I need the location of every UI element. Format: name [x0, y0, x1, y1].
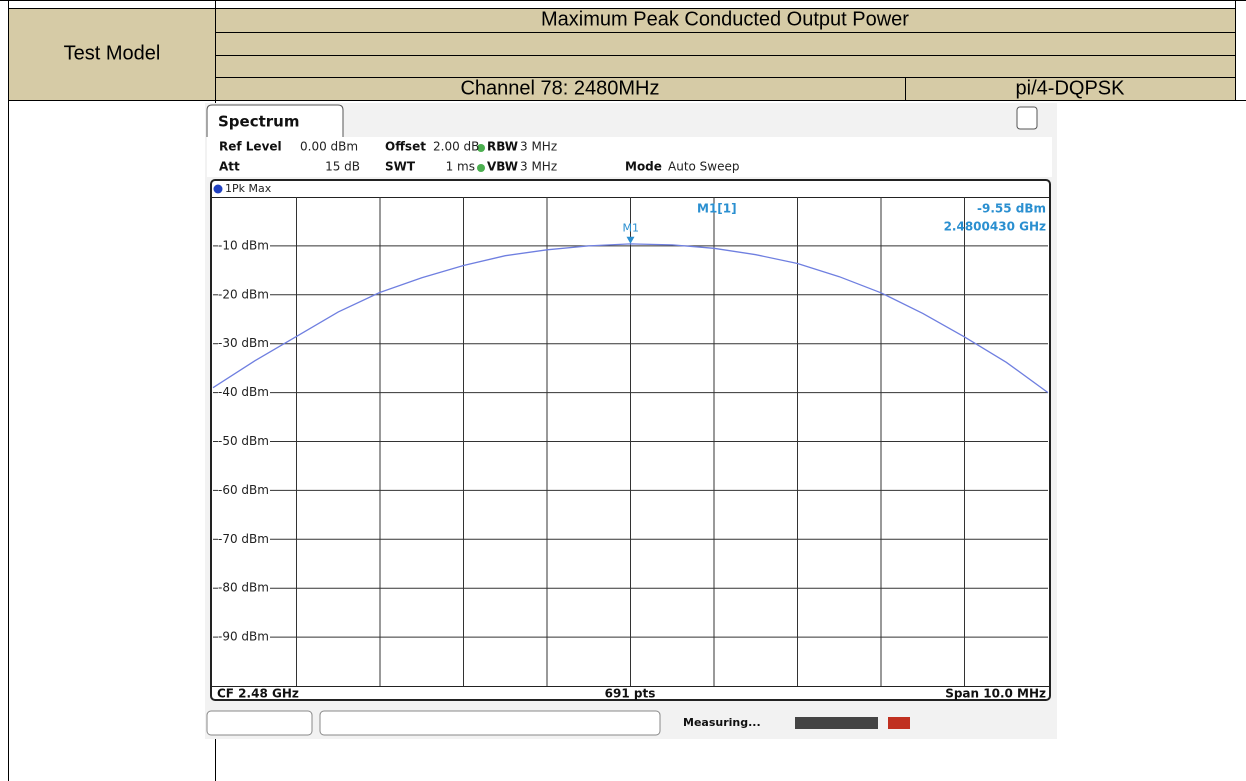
status: Measuring...: [683, 716, 761, 729]
settings-panel: [207, 137, 1052, 177]
points: 691 pts: [605, 687, 656, 701]
progress-bar: [795, 717, 878, 729]
status-icon: [888, 717, 910, 729]
setting-label: Offset: [385, 140, 426, 154]
span: Span 10.0 MHz: [945, 687, 1046, 701]
trace: [212, 243, 1049, 394]
status-box: [206, 710, 313, 736]
setting-label: Mode: [625, 160, 662, 174]
status-dot: [477, 164, 485, 172]
marker-frequency: 2.4800430 GHz: [944, 220, 1046, 234]
table-header: Maximum Peak Conducted Output Power: [541, 8, 909, 30]
setting-label: SWT: [385, 160, 416, 174]
marker-name: M1: [623, 222, 640, 235]
tab-label: Spectrum: [218, 113, 299, 131]
y-tick-label: -10 dBm: [218, 238, 269, 252]
setting-label: Att: [219, 160, 240, 174]
setting-value: 3 MHz: [520, 140, 557, 154]
menu-icon: [1016, 106, 1038, 130]
center-frequency: CF 2.48 GHz: [217, 687, 299, 701]
setting-label: RBW: [487, 140, 518, 154]
table-header-bg: [8, 8, 1236, 100]
modulation: pi/4-DQPSK: [1016, 77, 1126, 99]
setting-label: VBW: [487, 160, 518, 174]
marker: [626, 236, 635, 244]
setting-value: 2.00 dB: [433, 140, 479, 154]
setting-value: Auto Sweep: [668, 160, 740, 174]
y-tick-label: -40 dBm: [218, 385, 269, 399]
tab: [206, 104, 344, 137]
row-label: Test Model: [64, 42, 161, 64]
y-tick-label: -70 dBm: [218, 532, 269, 546]
setting-label: Ref Level: [219, 140, 282, 154]
channel: Channel 78: 2480MHz: [460, 77, 659, 99]
y-tick-label: -30 dBm: [218, 336, 269, 350]
y-tick-label: -90 dBm: [218, 630, 269, 644]
trace-label: 1Pk Max: [225, 182, 272, 195]
status-dot: [477, 144, 485, 152]
y-tick-label: -80 dBm: [218, 581, 269, 595]
status-box: [319, 710, 661, 736]
trace-dot: [213, 184, 223, 194]
setting-value: 3 MHz: [520, 160, 557, 174]
marker-label: M1[1]: [697, 202, 737, 216]
setting-value: 0.00 dBm: [300, 140, 358, 154]
y-tick-label: -60 dBm: [218, 483, 269, 497]
y-tick-label: -50 dBm: [218, 434, 269, 448]
setting-value: 15 dB: [325, 160, 360, 174]
marker-value: -9.55 dBm: [977, 202, 1046, 216]
setting-value: 1 ms: [446, 160, 475, 174]
y-tick-label: -20 dBm: [218, 287, 269, 301]
